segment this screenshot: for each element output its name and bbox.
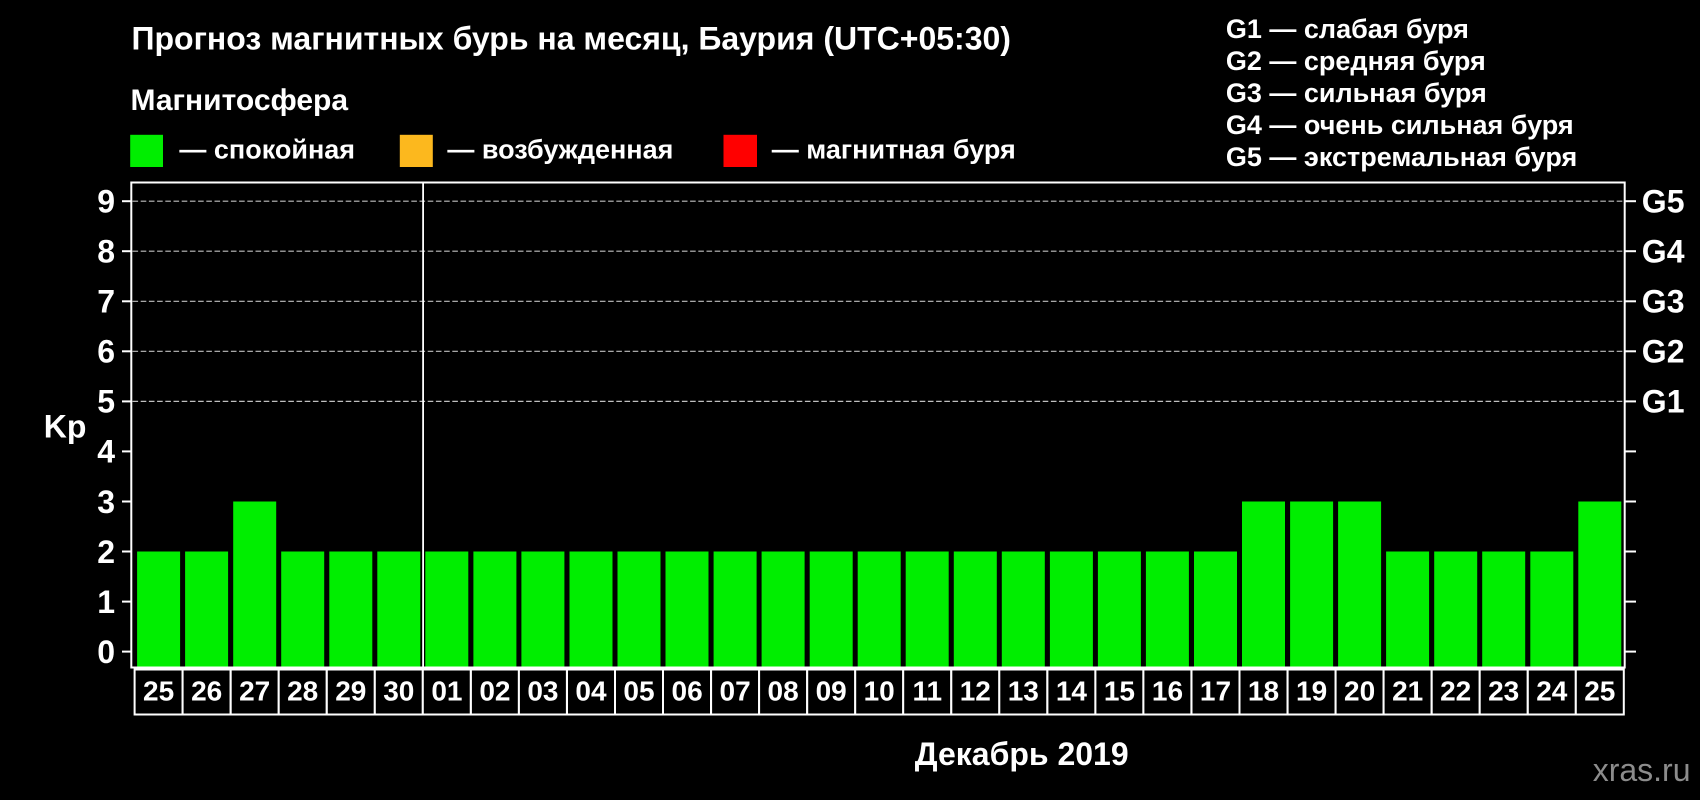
svg-text:1: 1 bbox=[97, 584, 115, 620]
svg-text:18: 18 bbox=[1248, 676, 1279, 707]
svg-text:0: 0 bbox=[97, 634, 115, 670]
svg-text:— возбужденная: — возбужденная bbox=[447, 135, 673, 165]
svg-text:06: 06 bbox=[672, 676, 703, 707]
svg-text:19: 19 bbox=[1296, 676, 1327, 707]
svg-text:8: 8 bbox=[97, 234, 115, 270]
svg-text:26: 26 bbox=[191, 676, 222, 707]
svg-text:G3 — сильная буря: G3 — сильная буря bbox=[1226, 78, 1487, 108]
svg-text:28: 28 bbox=[287, 676, 318, 707]
svg-text:22: 22 bbox=[1440, 676, 1471, 707]
svg-text:Магнитосфера: Магнитосфера bbox=[131, 84, 349, 117]
svg-text:5: 5 bbox=[97, 384, 115, 420]
svg-text:14: 14 bbox=[1056, 676, 1088, 707]
svg-text:Прогноз магнитных бурь на меся: Прогноз магнитных бурь на месяц, Баурия … bbox=[132, 21, 1011, 57]
svg-text:2: 2 bbox=[97, 534, 115, 570]
svg-text:4: 4 bbox=[97, 434, 115, 470]
svg-text:13: 13 bbox=[1008, 676, 1039, 707]
svg-text:30: 30 bbox=[383, 676, 414, 707]
svg-text:G2: G2 bbox=[1642, 334, 1685, 370]
svg-text:7: 7 bbox=[97, 284, 115, 320]
svg-text:9: 9 bbox=[97, 184, 115, 220]
svg-text:08: 08 bbox=[768, 676, 799, 707]
svg-text:25: 25 bbox=[1584, 676, 1615, 707]
svg-text:01: 01 bbox=[431, 676, 462, 707]
svg-text:6: 6 bbox=[97, 334, 115, 370]
svg-text:21: 21 bbox=[1392, 676, 1423, 707]
svg-text:17: 17 bbox=[1200, 676, 1231, 707]
svg-text:3: 3 bbox=[97, 484, 115, 520]
svg-text:G5: G5 bbox=[1642, 184, 1685, 220]
svg-text:02: 02 bbox=[479, 676, 510, 707]
svg-text:G1 — слабая буря: G1 — слабая буря bbox=[1226, 14, 1469, 44]
svg-text:11: 11 bbox=[912, 676, 942, 707]
svg-text:G3: G3 bbox=[1642, 284, 1685, 320]
svg-text:10: 10 bbox=[864, 676, 895, 707]
svg-text:09: 09 bbox=[816, 676, 847, 707]
svg-text:29: 29 bbox=[335, 676, 366, 707]
svg-text:07: 07 bbox=[720, 676, 751, 707]
svg-text:25: 25 bbox=[143, 676, 174, 707]
svg-text:05: 05 bbox=[623, 676, 654, 707]
svg-text:20: 20 bbox=[1344, 676, 1375, 707]
svg-text:Kp: Kp bbox=[44, 408, 87, 444]
svg-text:27: 27 bbox=[239, 676, 270, 707]
svg-text:24: 24 bbox=[1536, 676, 1568, 707]
svg-text:— спокойная: — спокойная bbox=[179, 135, 355, 165]
svg-text:G5 — экстремальная буря: G5 — экстремальная буря bbox=[1226, 142, 1577, 172]
svg-text:xras.ru: xras.ru bbox=[1593, 752, 1691, 788]
svg-text:— магнитная буря: — магнитная буря bbox=[772, 135, 1016, 165]
svg-text:16: 16 bbox=[1152, 676, 1183, 707]
svg-text:15: 15 bbox=[1104, 676, 1135, 707]
svg-text:G4 — очень сильная буря: G4 — очень сильная буря bbox=[1226, 110, 1574, 140]
svg-text:23: 23 bbox=[1488, 676, 1519, 707]
svg-text:G1: G1 bbox=[1642, 384, 1685, 420]
svg-text:12: 12 bbox=[960, 676, 991, 707]
svg-text:G4: G4 bbox=[1642, 234, 1685, 270]
svg-text:03: 03 bbox=[527, 676, 558, 707]
svg-text:G2 — средняя буря: G2 — средняя буря bbox=[1226, 46, 1486, 76]
svg-text:04: 04 bbox=[575, 676, 607, 707]
svg-text:Декабрь 2019: Декабрь 2019 bbox=[915, 736, 1129, 772]
